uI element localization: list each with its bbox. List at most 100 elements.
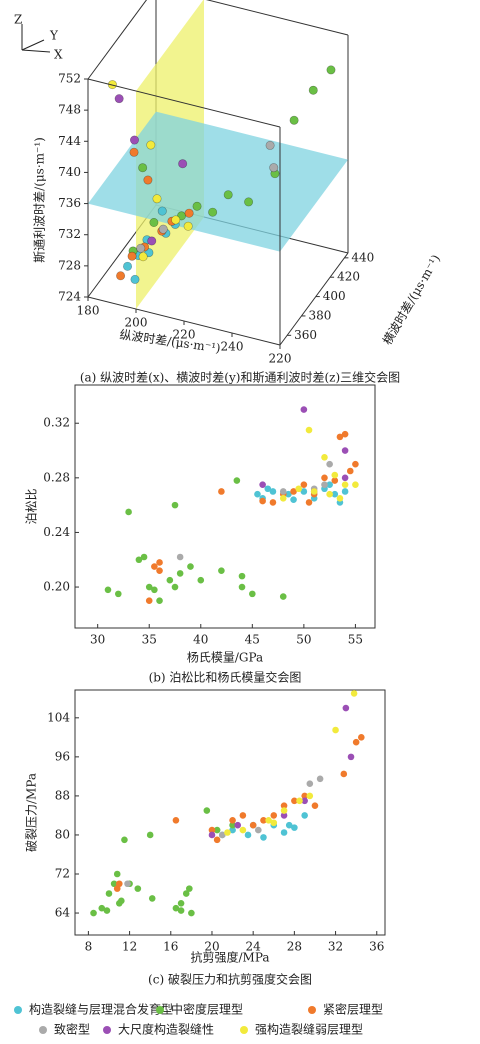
y-tick-label: 0.20	[43, 580, 70, 594]
legend-marker	[39, 1026, 47, 1034]
point	[116, 271, 126, 281]
point	[146, 140, 156, 150]
point	[316, 775, 324, 783]
point	[332, 726, 339, 734]
point	[156, 597, 163, 604]
y-tick-label: 88	[55, 788, 70, 802]
point	[138, 252, 148, 262]
x-tick-label: 36	[369, 940, 384, 954]
point	[336, 433, 344, 441]
y-tick-label: 104	[47, 710, 70, 724]
y-tick-label: 72	[55, 866, 70, 880]
icon-axis	[21, 49, 51, 53]
point	[321, 481, 328, 488]
z-tick-label: 724	[58, 290, 81, 304]
x-tick-label: 12	[122, 940, 137, 954]
point	[213, 836, 221, 844]
point	[269, 163, 279, 173]
point	[352, 460, 359, 468]
point	[264, 485, 272, 493]
point	[171, 583, 179, 591]
point	[182, 890, 190, 897]
x-tick-label: 180	[77, 304, 100, 318]
point	[301, 797, 308, 805]
point	[300, 488, 308, 495]
point	[186, 885, 193, 892]
point	[352, 481, 359, 488]
point	[280, 802, 288, 809]
point	[341, 481, 349, 488]
box-edge	[279, 252, 349, 346]
legend-marker	[240, 1026, 248, 1034]
point	[125, 508, 132, 516]
point	[176, 553, 184, 561]
point	[123, 261, 133, 271]
point	[279, 488, 287, 495]
point	[233, 477, 241, 484]
point	[156, 559, 163, 566]
point	[224, 829, 231, 836]
point	[352, 738, 360, 746]
x-tick-label: 16	[163, 940, 178, 954]
point	[341, 488, 349, 495]
point	[146, 831, 154, 839]
point	[350, 690, 358, 697]
y-tick-label: 96	[55, 749, 70, 763]
point	[192, 201, 202, 211]
y-tick-label: 440	[351, 250, 374, 264]
point	[208, 207, 218, 217]
x-tick-label: 200	[125, 316, 148, 330]
point	[301, 812, 308, 819]
z-tick-label: 732	[58, 227, 81, 241]
point	[178, 159, 188, 169]
point	[326, 65, 336, 75]
point	[336, 495, 344, 502]
point	[151, 563, 158, 570]
point	[223, 190, 233, 200]
y-tick-label: 64	[55, 906, 71, 920]
y-tick-label: 400	[323, 289, 346, 303]
point	[265, 817, 272, 824]
point	[254, 490, 261, 498]
point	[301, 792, 308, 800]
plane	[88, 111, 348, 252]
box-edge	[87, 78, 281, 128]
point	[127, 251, 137, 261]
icon-label: Z	[14, 13, 22, 27]
x-tick-label: 220	[269, 352, 292, 366]
x-axis-label: 抗剪强度/MPa	[190, 950, 269, 965]
x-tick-label: 8	[85, 940, 93, 954]
point	[305, 499, 313, 506]
point	[121, 836, 128, 844]
x-tick-label: 240	[221, 340, 244, 354]
point	[143, 175, 153, 185]
point	[171, 215, 181, 225]
x-tick-label: 50	[296, 633, 311, 647]
point	[358, 734, 365, 741]
point	[152, 194, 162, 204]
point	[305, 426, 313, 434]
point	[269, 499, 277, 506]
point	[326, 490, 333, 498]
point	[115, 880, 123, 888]
point	[229, 817, 236, 824]
x-tick-label: 24	[246, 940, 262, 954]
point	[188, 909, 195, 917]
point	[340, 770, 348, 778]
z-tick-label: 748	[58, 103, 81, 117]
point	[255, 826, 262, 834]
point	[308, 85, 318, 95]
legend-marker	[14, 1006, 22, 1014]
point	[321, 474, 328, 482]
z-tick-label: 752	[58, 72, 81, 86]
point	[172, 904, 180, 912]
point	[289, 115, 299, 125]
x-tick-label: 55	[348, 633, 363, 647]
point	[279, 495, 287, 502]
point	[291, 797, 298, 805]
point	[197, 576, 205, 584]
point	[113, 870, 121, 878]
point	[218, 488, 225, 495]
point	[326, 460, 333, 468]
caption: (b) 泊松比和杨氏模量交会图	[149, 670, 302, 685]
